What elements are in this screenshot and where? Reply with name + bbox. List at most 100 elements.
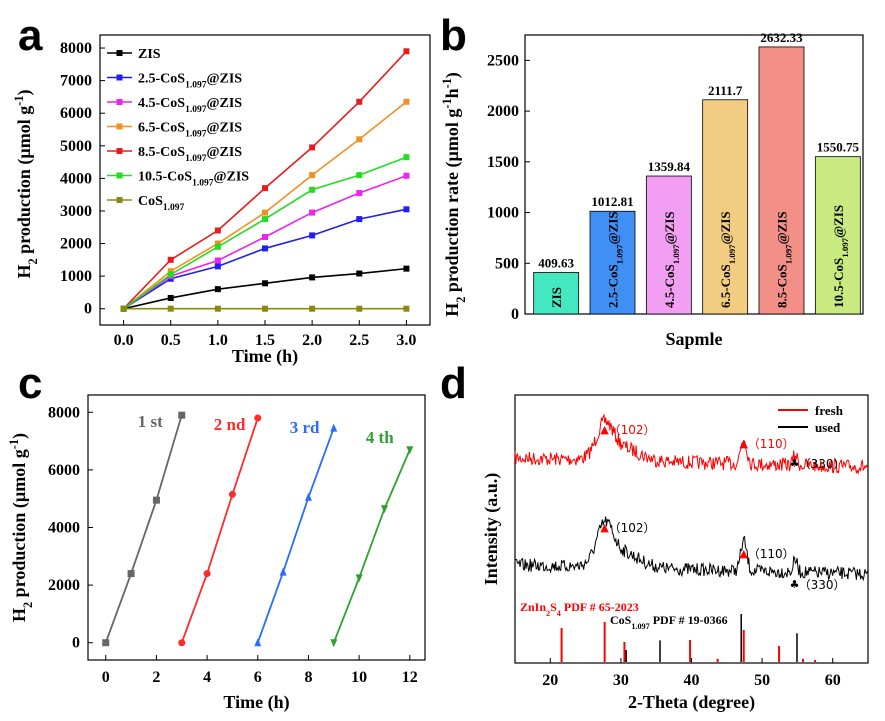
cycle-label: 4 th: [366, 428, 394, 447]
x-tick-label: 50: [754, 672, 770, 689]
panel-d-xrd-chart: 20 30 40 50 60 2-Theta (degree) Intensity (a.u…: [481, 394, 869, 713]
x-tick-label: 0: [102, 669, 110, 686]
legend-entry: CoS1.097: [138, 194, 185, 213]
legend-entry: 2.5-CoS1.097@ZIS: [138, 72, 242, 91]
x-tick-label: 2.5: [349, 332, 369, 349]
x-tick-label: 0.5: [161, 332, 181, 349]
data-point: [214, 305, 221, 312]
y-tick-label: 2000: [487, 103, 519, 120]
data-point: [356, 172, 363, 179]
data-point: [127, 570, 135, 578]
bar: [702, 99, 749, 315]
cycle-label: 2 nd: [214, 415, 246, 434]
y-axis-title: Intensity (a.u.): [481, 473, 502, 586]
peak-label: （110）: [748, 547, 795, 561]
x-tick-label: 2: [152, 669, 160, 686]
xrd-trace-fresh: [514, 413, 868, 476]
bar-category-label: 10.5-CoS1.097@ZIS: [831, 205, 850, 308]
data-point: [254, 638, 262, 647]
data-point: [214, 263, 221, 270]
x-tick-label: 3.0: [396, 332, 416, 349]
data-point: [309, 274, 316, 281]
data-point: [309, 172, 316, 179]
series-line: [123, 208, 407, 310]
legend-entry: 10.5-CoS1.097@ZIS: [138, 170, 249, 189]
y-axis-title: H2 production (µmol g-1): [12, 90, 40, 279]
legend-entry: fresh: [815, 403, 844, 418]
peak-marker: ▲: [600, 521, 609, 534]
xrd-trace-used: [514, 516, 868, 582]
bar-value-label: 1359.84: [648, 159, 691, 174]
bar-category-label: ZIS: [549, 287, 564, 308]
y-axis-title: H2 production (µmol g-1): [7, 433, 35, 622]
data-point: [403, 265, 410, 272]
x-tick-label: 1.0: [208, 332, 228, 349]
data-point: [356, 98, 363, 105]
y-tick-label: 4000: [60, 170, 92, 187]
data-point: [167, 271, 174, 278]
legend-marker: [116, 197, 123, 203]
x-tick-label: 8: [304, 669, 312, 686]
series-line: [256, 427, 335, 644]
data-point: [356, 136, 363, 143]
legend-entry: 4.5-CoS1.097@ZIS: [138, 96, 242, 115]
bar-value-label: 1550.75: [817, 140, 860, 155]
data-point: [262, 209, 268, 216]
legend-marker: [116, 74, 123, 81]
data-point: [309, 144, 316, 151]
data-point: [214, 257, 221, 264]
bar-category-label: 4.5-CoS1.097@ZIS: [662, 211, 681, 308]
x-tick-label: 12: [402, 669, 418, 686]
data-point: [120, 305, 127, 312]
panel-label-c: c: [18, 359, 42, 408]
panel-b-bar-chart: 0 500 1000 1500 2000 2500 Sapmle H2 production …: [440, 30, 864, 349]
pdf-label-cos: CoS1.097 PDF # 19-0366: [610, 613, 728, 631]
y-tick-label: 0: [511, 306, 519, 323]
bar-value-label: 2111.7: [708, 83, 743, 98]
peak-marker: ♣: [790, 457, 800, 470]
x-tick-label: 6: [254, 669, 262, 686]
y-tick-label: 1500: [487, 154, 519, 171]
legend-marker: [116, 148, 123, 154]
x-tick-label: 60: [825, 672, 841, 689]
data-point: [167, 256, 174, 263]
data-point: [309, 209, 316, 216]
data-point: [330, 639, 338, 648]
data-point: [167, 294, 174, 301]
legend-marker: [116, 50, 123, 56]
x-tick-label: 2.0: [302, 332, 322, 349]
data-point: [380, 505, 388, 514]
data-point: [356, 190, 363, 197]
y-axis-title: H2 production rate (µmol g-1h-1): [440, 72, 468, 317]
bar: [758, 46, 805, 315]
data-point: [203, 570, 211, 578]
x-tick-label: 0.0: [114, 332, 134, 349]
x-axis-title: Sapmle: [665, 329, 722, 349]
x-tick-label: 4: [203, 669, 211, 686]
plot-frame: [524, 34, 864, 315]
peak-marker: ▲: [740, 437, 749, 450]
data-point: [262, 280, 268, 287]
y-tick-label: 2500: [487, 52, 519, 69]
data-point: [254, 414, 262, 422]
data-point: [403, 172, 410, 179]
x-axis-title: Time (h): [223, 692, 289, 713]
x-tick-label: 20: [542, 672, 558, 689]
data-point: [214, 227, 221, 234]
bar-category-label: 6.5-CoS1.097@ZIS: [718, 211, 737, 308]
y-tick-label: 7000: [60, 73, 92, 90]
y-tick-label: 8000: [60, 40, 92, 57]
x-tick-label: 40: [684, 672, 700, 689]
data-point: [214, 243, 221, 250]
data-point: [309, 186, 316, 193]
cycle-label: 1 st: [138, 412, 163, 431]
bar-value-label: 1012.81: [591, 194, 633, 209]
series-line: [332, 449, 411, 644]
data-point: [279, 567, 287, 576]
bar-category-label: 8.5-CoS1.097@ZIS: [775, 211, 794, 308]
peak-label: （330）: [799, 578, 846, 592]
data-point: [356, 270, 363, 277]
legend-entry: ZIS: [138, 47, 161, 62]
data-point: [262, 185, 268, 192]
